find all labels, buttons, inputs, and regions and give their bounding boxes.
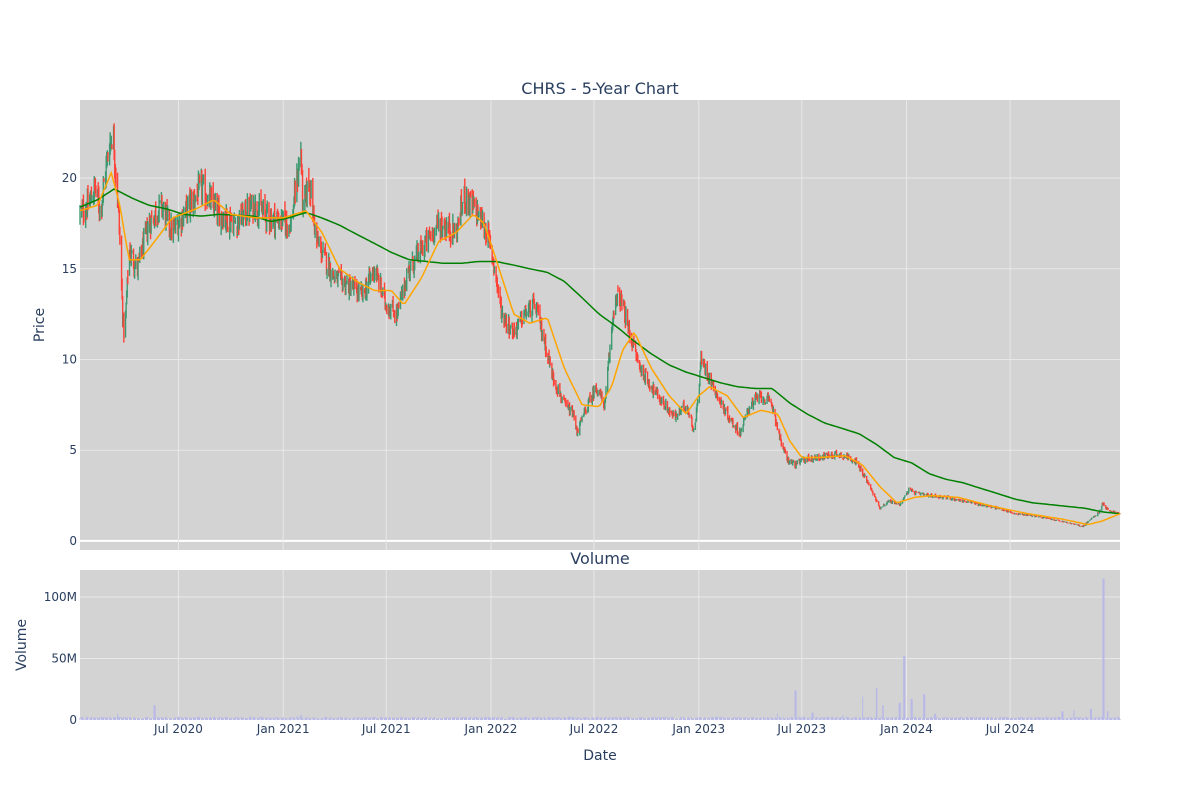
volume-bars bbox=[79, 578, 1121, 720]
x-tick-label: Jul 2021 bbox=[361, 722, 411, 736]
x-tick-label: Jul 2023 bbox=[776, 722, 826, 736]
short-moving-average-line bbox=[79, 170, 1121, 526]
price-plot-area bbox=[80, 100, 1120, 550]
volume-y-tick-labels: 0 50M 100M bbox=[44, 590, 77, 727]
volume-subplot-title: Volume bbox=[570, 549, 630, 568]
x-tick-label: Jul 2020 bbox=[153, 722, 203, 736]
x-tick-label: Jul 2024 bbox=[985, 722, 1035, 736]
price-y-tick-label: 5 bbox=[69, 443, 77, 457]
price-y-tick-label: 0 bbox=[69, 534, 77, 548]
price-candles bbox=[79, 123, 1121, 528]
x-tick-labels: Jul 2020 Jan 2021 Jul 2021 Jan 2022 Jul 2022… bbox=[153, 722, 1035, 736]
chart-title: CHRS - 5-Year Chart bbox=[521, 79, 678, 98]
price-y-tick-label: 10 bbox=[62, 352, 77, 366]
x-tick-label: Jan 2023 bbox=[671, 722, 725, 736]
long-moving-average-line bbox=[79, 188, 1121, 515]
x-tick-label: Jan 2024 bbox=[879, 722, 933, 736]
price-grid bbox=[80, 100, 1120, 550]
price-y-axis-title: Price bbox=[32, 308, 48, 342]
volume-y-axis-title: Volume bbox=[14, 619, 30, 671]
volume-plot-area bbox=[80, 570, 1120, 720]
volume-y-tick-label: 100M bbox=[44, 590, 77, 604]
x-axis-title: Date bbox=[583, 748, 616, 764]
price-y-tick-labels: 0 5 10 15 20 bbox=[62, 171, 77, 548]
volume-y-tick-label: 0 bbox=[69, 713, 77, 727]
price-panel: 0 5 10 15 20 Price bbox=[32, 100, 1121, 550]
price-y-tick-label: 20 bbox=[62, 171, 77, 185]
x-tick-label: Jul 2022 bbox=[569, 722, 619, 736]
x-tick-label: Jan 2021 bbox=[256, 722, 310, 736]
x-tick-label: Jan 2022 bbox=[464, 722, 518, 736]
volume-panel: 0 50M 100M Volume bbox=[14, 570, 1121, 727]
volume-y-tick-label: 50M bbox=[51, 652, 77, 666]
price-y-tick-label: 15 bbox=[62, 262, 77, 276]
